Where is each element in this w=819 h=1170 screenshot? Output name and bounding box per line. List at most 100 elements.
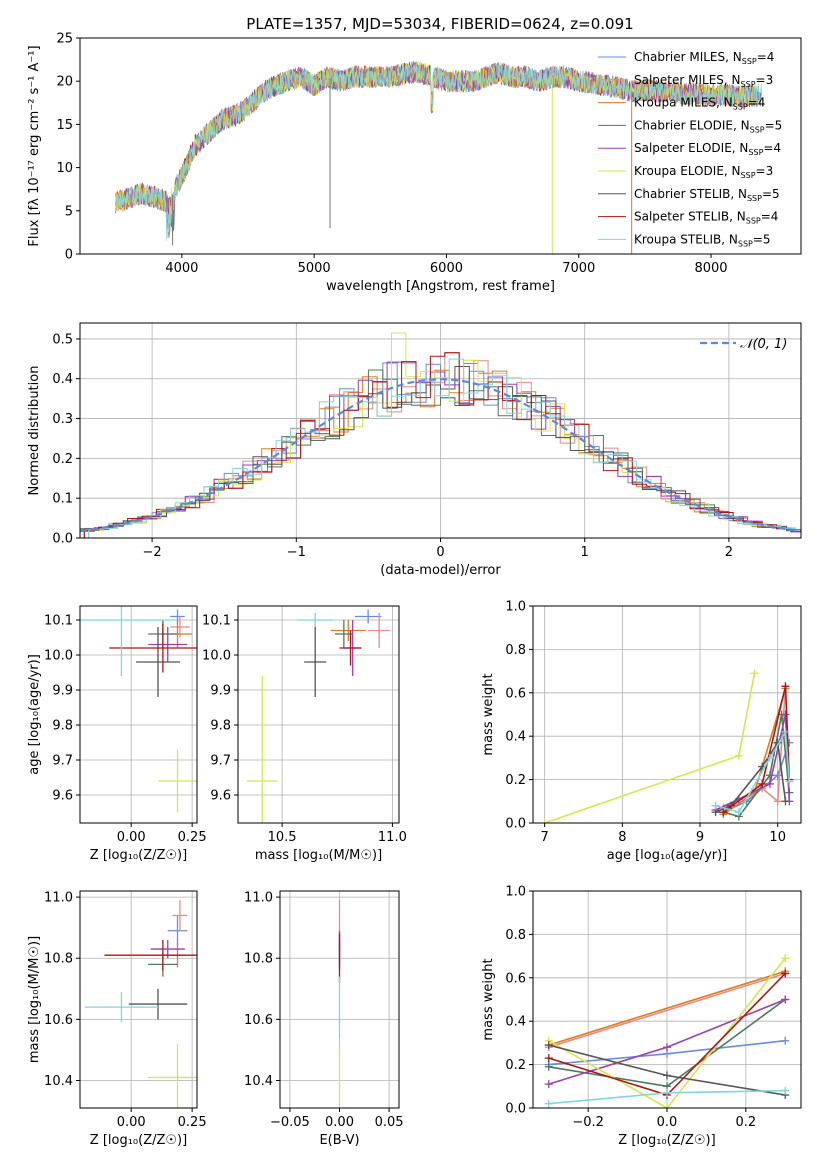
x-tick-label: 10.5 bbox=[268, 830, 297, 845]
y-tick-label: 9.6 bbox=[52, 789, 73, 804]
histogram-series bbox=[80, 366, 801, 538]
x-axis-label: mass [log₁₀(M/M☉)] bbox=[255, 848, 382, 863]
legend-entry: Kroupa STELIB, NSSP=5 bbox=[634, 232, 771, 248]
plot-area bbox=[80, 332, 801, 538]
y-tick-label: 0.0 bbox=[52, 532, 73, 547]
y-tick-label: 9.9 bbox=[210, 684, 231, 699]
y-axis-label: Normed distribution bbox=[27, 366, 42, 496]
weight-series bbox=[722, 686, 791, 813]
weight-series bbox=[548, 972, 786, 1048]
y-tick-label: 0.8 bbox=[505, 643, 526, 658]
x-tick-label: 8 bbox=[618, 830, 626, 845]
x-tick-label: 2 bbox=[725, 545, 733, 560]
x-axis-label: Z [log₁₀(Z/Z☉)] bbox=[90, 848, 187, 863]
plot-area bbox=[84, 900, 197, 1108]
y-tick-label: 9.6 bbox=[210, 789, 231, 804]
legend-entry: Chabrier ELODIE, NSSP=5 bbox=[634, 118, 782, 134]
y-tick-label: 0.3 bbox=[52, 412, 73, 427]
axes-frame bbox=[532, 605, 802, 824]
legend-entry: Salpeter MILES, NSSP=3 bbox=[634, 73, 773, 89]
histogram-series bbox=[88, 358, 801, 538]
weight-series bbox=[548, 957, 786, 1108]
x-tick-label: 0.2 bbox=[735, 1115, 756, 1130]
y-tick-label: 10.6 bbox=[244, 1013, 273, 1028]
legend-entry: Kroupa ELODIE, NSSP=3 bbox=[634, 164, 773, 180]
y-tick-label: 20 bbox=[56, 75, 73, 90]
y-tick-label: 0.6 bbox=[505, 686, 526, 701]
y-tick-label: 25 bbox=[56, 32, 73, 47]
legend-entry: Kroupa MILES, NSSP=4 bbox=[634, 96, 765, 112]
y-tick-label: 10.1 bbox=[44, 614, 73, 629]
x-axis-label: E(B-V) bbox=[319, 1133, 359, 1148]
y-tick-label: 0.4 bbox=[505, 1015, 526, 1030]
y-tick-label: 0.6 bbox=[505, 971, 526, 986]
plot-area bbox=[544, 954, 790, 1108]
y-tick-label: 9.8 bbox=[210, 719, 231, 734]
y-axis-label: age [log₁₀(age/yr)] bbox=[27, 654, 42, 775]
y-tick-label: 10.0 bbox=[202, 649, 231, 664]
y-tick-label: 10.6 bbox=[44, 1013, 73, 1028]
y-axis-label: mass weight bbox=[481, 958, 496, 1040]
y-tick-label: 9.7 bbox=[210, 754, 231, 769]
y-tick-label: 0.4 bbox=[505, 730, 526, 745]
y-tick-label: 1.0 bbox=[505, 885, 526, 900]
chart-age_vs_Z: 0.00 0.25 9.6 9.7 9.8 9.9 10.0 10.1 Z [log₁₀(Z/Z… bbox=[27, 605, 207, 863]
legend-entry: Salpeter STELIB, NSSP=4 bbox=[634, 210, 778, 226]
x-tick-label: 0.00 bbox=[325, 1115, 354, 1130]
y-axis-label: mass weight bbox=[481, 673, 496, 755]
plots-layer: 4000 5000 6000 7000 80000510152025wavelength… bbox=[27, 32, 802, 1148]
axes-frame bbox=[79, 605, 198, 824]
x-tick-label: 7000 bbox=[562, 261, 595, 276]
y-tick-label: 9.7 bbox=[52, 754, 73, 769]
x-tick-label: 5000 bbox=[298, 261, 331, 276]
x-tick-label: 1 bbox=[581, 545, 589, 560]
x-tick-label: 0.25 bbox=[178, 1115, 207, 1130]
y-tick-label: 10.8 bbox=[244, 952, 273, 967]
x-tick-label: 4000 bbox=[165, 261, 198, 276]
y-tick-label: 0.5 bbox=[52, 332, 73, 347]
plot-area bbox=[246, 609, 391, 823]
spectrum-series bbox=[115, 61, 758, 239]
x-tick-label: 9 bbox=[696, 830, 704, 845]
x-tick-label: 7 bbox=[541, 830, 549, 845]
x-tick-label: 10 bbox=[769, 830, 786, 845]
axes-frame bbox=[237, 605, 400, 824]
chart-spectrum: 4000 5000 6000 7000 8000 0 5 10 15 20 25 wavelength… bbox=[27, 32, 802, 294]
x-tick-label: 0.0 bbox=[657, 1115, 678, 1130]
y-tick-label: 0.0 bbox=[505, 1102, 526, 1117]
weight-series bbox=[544, 673, 756, 823]
plot-area bbox=[540, 669, 794, 823]
y-tick-label: 10.1 bbox=[202, 614, 231, 629]
x-tick-label: −1 bbox=[287, 545, 306, 560]
y-tick-label: 10 bbox=[56, 161, 73, 176]
figure-title: PLATE=1357, MJD=53034, FIBERID=0624, z=0… bbox=[246, 15, 633, 33]
chart-mass_vs_ebv: −0.05 0.00 0.05 10.4 10.6 10.8 11.0 E(B-V) bbox=[244, 890, 404, 1148]
y-tick-label: 0.2 bbox=[52, 452, 73, 467]
legend-entry: 𝒩(0, 1) bbox=[740, 337, 787, 352]
legend-entry: Chabrier MILES, NSSP=4 bbox=[634, 50, 774, 66]
histogram-series bbox=[83, 352, 801, 538]
y-tick-label: 0.1 bbox=[52, 492, 73, 507]
legend-entry: Chabrier STELIB, NSSP=5 bbox=[634, 187, 780, 203]
plot-area bbox=[80, 606, 197, 813]
y-tick-label: 10.4 bbox=[44, 1074, 73, 1089]
x-tick-label: 0.25 bbox=[178, 830, 207, 845]
x-tick-label: −0.2 bbox=[572, 1115, 604, 1130]
axes-frame bbox=[79, 37, 802, 255]
chart-mass_vs_Z: 0.00 0.25 10.4 10.6 10.8 11.0 Z [log₁₀(Z/Z☉)] m… bbox=[27, 890, 207, 1148]
y-tick-label: 0.2 bbox=[505, 773, 526, 788]
x-axis-label: wavelength [Angstrom, rest frame] bbox=[326, 279, 555, 294]
y-tick-label: 0.8 bbox=[505, 928, 526, 943]
axes-frame bbox=[79, 890, 198, 1109]
plot-area bbox=[115, 61, 762, 254]
x-tick-label: 0.00 bbox=[117, 830, 146, 845]
y-tick-label: 0.0 bbox=[505, 817, 526, 832]
legend-entry: Salpeter ELODIE, NSSP=4 bbox=[634, 141, 781, 157]
y-tick-label: 5 bbox=[65, 204, 73, 219]
spectrum-series bbox=[115, 61, 762, 241]
x-tick-label: −2 bbox=[143, 545, 162, 560]
y-tick-label: 10.0 bbox=[44, 649, 73, 664]
y-axis-label: Flux [fλ 10⁻¹⁷ erg cm⁻² s⁻¹ A⁻¹] bbox=[27, 45, 42, 246]
x-tick-label: −0.05 bbox=[270, 1115, 310, 1130]
y-tick-label: 15 bbox=[56, 118, 73, 133]
